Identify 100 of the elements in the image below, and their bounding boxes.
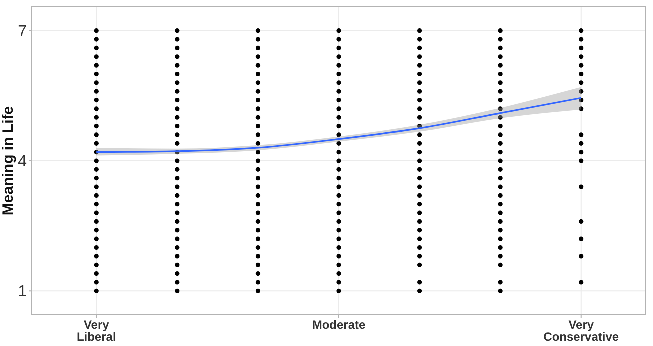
point [336, 219, 342, 224]
point [175, 262, 180, 268]
point [417, 245, 422, 250]
point [417, 106, 422, 112]
point [256, 63, 261, 68]
point [256, 54, 261, 60]
point [256, 262, 261, 268]
point [498, 176, 503, 181]
point [579, 89, 584, 94]
point [175, 72, 180, 77]
point [498, 184, 503, 190]
point [336, 98, 342, 103]
point [498, 98, 503, 103]
point [94, 262, 99, 268]
point [175, 245, 180, 250]
point [417, 37, 422, 42]
point [579, 219, 584, 224]
point [175, 193, 180, 198]
point [94, 245, 99, 250]
point [498, 245, 503, 250]
point [175, 63, 180, 68]
point [175, 115, 180, 120]
point [498, 28, 503, 34]
point [336, 63, 342, 68]
point [579, 72, 584, 77]
point [417, 80, 422, 86]
point [417, 236, 422, 242]
point [498, 262, 503, 268]
point [94, 124, 99, 129]
point [417, 72, 422, 77]
y-tick-label: 4 [18, 154, 28, 171]
point [498, 228, 503, 233]
point [94, 158, 99, 164]
x-tick-label: Very Liberal [76, 318, 116, 344]
point [256, 132, 261, 138]
point [498, 236, 503, 242]
point [256, 184, 261, 190]
point [94, 46, 99, 51]
point [498, 158, 503, 164]
point [175, 202, 180, 207]
point [175, 271, 180, 276]
point [498, 150, 503, 155]
point [336, 115, 342, 120]
point [579, 28, 584, 34]
point [256, 106, 261, 112]
point [336, 141, 342, 146]
point [417, 63, 422, 68]
point [498, 219, 503, 224]
point [175, 80, 180, 86]
point [417, 158, 422, 164]
point [417, 280, 422, 285]
point [94, 106, 99, 112]
point [256, 98, 261, 103]
point [498, 288, 503, 294]
point [417, 288, 422, 294]
point [417, 254, 422, 259]
point [256, 124, 261, 129]
point [336, 54, 342, 60]
point [94, 80, 99, 86]
point [175, 167, 180, 172]
point [256, 176, 261, 181]
point [579, 158, 584, 164]
point [498, 210, 503, 216]
point [336, 202, 342, 207]
point [175, 184, 180, 190]
point [175, 236, 180, 242]
point [417, 54, 422, 60]
point [498, 54, 503, 60]
point [175, 219, 180, 224]
point [256, 158, 261, 164]
point [579, 150, 584, 155]
point [417, 219, 422, 224]
point [94, 141, 99, 146]
point [175, 141, 180, 146]
point [256, 280, 261, 285]
point [336, 184, 342, 190]
point [336, 80, 342, 86]
point [256, 193, 261, 198]
point [336, 245, 342, 250]
point [175, 46, 180, 51]
point [94, 37, 99, 42]
point [336, 288, 342, 294]
point [336, 28, 342, 34]
point [175, 132, 180, 138]
point [256, 89, 261, 94]
point [498, 37, 503, 42]
point [256, 245, 261, 250]
point [94, 271, 99, 276]
point [498, 132, 503, 138]
point [256, 236, 261, 242]
point [256, 167, 261, 172]
point [175, 210, 180, 216]
point [498, 202, 503, 207]
point [94, 132, 99, 138]
point [498, 89, 503, 94]
point [94, 228, 99, 233]
point [256, 228, 261, 233]
point [579, 54, 584, 60]
point [94, 254, 99, 259]
point [94, 54, 99, 60]
